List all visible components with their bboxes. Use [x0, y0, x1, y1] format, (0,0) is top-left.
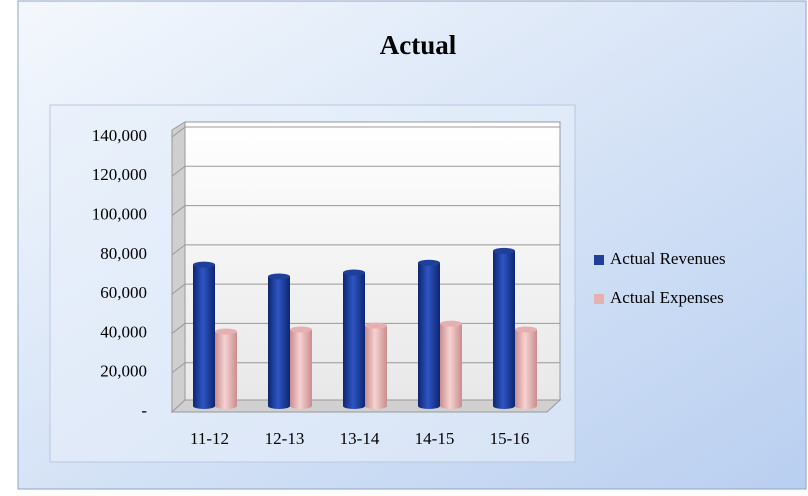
bar [515, 326, 537, 409]
bar [493, 247, 515, 409]
bar-part [493, 247, 515, 254]
bar [365, 322, 387, 409]
bar-part [290, 329, 312, 406]
bar-part [515, 403, 537, 409]
bar-part [418, 262, 440, 406]
bar-part [440, 323, 462, 406]
bar-part [268, 273, 290, 280]
grid-line [171, 244, 186, 256]
x-tick-label: 12-13 [265, 429, 305, 448]
bar-part [343, 272, 365, 406]
legend-marker [594, 294, 604, 304]
bar [290, 326, 312, 409]
legend-marker [594, 255, 604, 265]
bar-part [365, 325, 387, 406]
bar-part [215, 331, 237, 406]
y-tick-label: 80,000 [100, 244, 147, 263]
legend-label: Actual Expenses [610, 288, 724, 307]
grid-line [171, 283, 186, 295]
bar-part [268, 403, 290, 409]
bar-part [493, 403, 515, 409]
grid-line [171, 126, 186, 138]
bar-part [440, 403, 462, 409]
bar-part [290, 403, 312, 409]
y-tick-label: 140,000 [92, 126, 147, 145]
x-tick-label: 11-12 [190, 429, 229, 448]
y-tick-label: 40,000 [100, 322, 147, 341]
bar-part [440, 320, 462, 327]
grid-line [171, 323, 186, 334]
x-tick-label: 15-16 [490, 429, 530, 448]
grid-line [171, 165, 186, 177]
grid-line [171, 362, 186, 374]
grid-line [171, 205, 186, 216]
bar-part [365, 322, 387, 329]
x-tick-label: 13-14 [340, 429, 380, 448]
chart-title: Actual [380, 30, 457, 60]
side-wall [171, 121, 186, 414]
bar-part [215, 328, 237, 335]
x-tick-label: 14-15 [415, 429, 455, 448]
bar [343, 269, 365, 409]
y-tick-label: - [141, 401, 147, 420]
bar-part [193, 261, 215, 268]
bar-part [343, 269, 365, 276]
bar-part [418, 403, 440, 409]
y-tick-label: 60,000 [100, 283, 147, 302]
bar [440, 320, 462, 409]
bar [418, 259, 440, 409]
bar-part [268, 276, 290, 406]
legend-label: Actual Revenues [610, 249, 726, 268]
bar [268, 273, 290, 409]
y-tick-label: 120,000 [92, 165, 147, 184]
bar-part [193, 403, 215, 409]
bar-part [515, 329, 537, 406]
bar-part [343, 403, 365, 409]
bar [215, 328, 237, 409]
bar-part [493, 250, 515, 406]
bar [193, 261, 215, 409]
bar-part [365, 403, 387, 409]
y-tick-label: 20,000 [100, 362, 147, 381]
bar-part [515, 326, 537, 333]
bar-part [290, 326, 312, 333]
bar-part [215, 403, 237, 409]
bar-part [193, 264, 215, 406]
bar-part [418, 259, 440, 266]
y-tick-label: 100,000 [92, 204, 147, 223]
